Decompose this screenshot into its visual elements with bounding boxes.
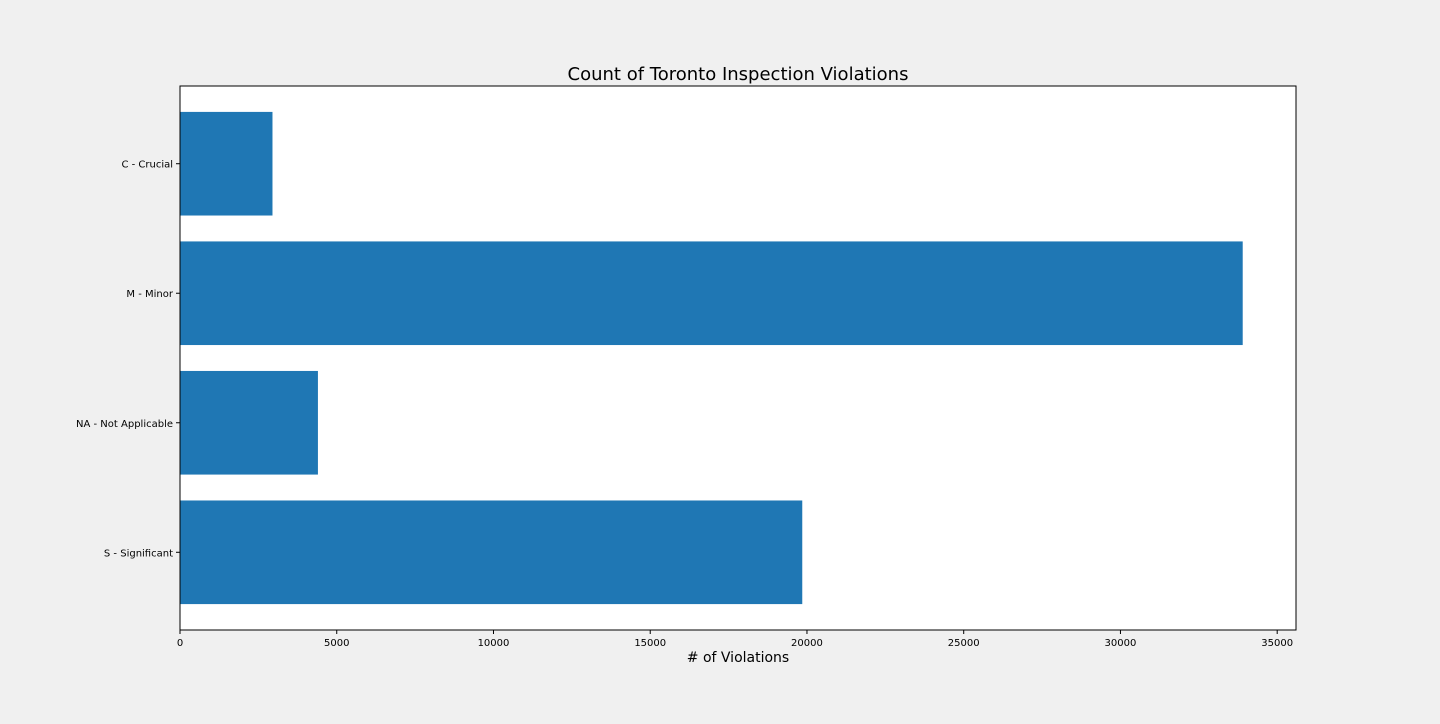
x-tick-label: 20000	[791, 638, 823, 649]
y-tick-label: M - Minor	[126, 289, 173, 300]
bars	[180, 111, 1243, 605]
x-axis-ticks: 0 5000 10000 15000 20000 25000 30000 35000	[177, 630, 1293, 649]
x-tick-label: 5000	[324, 638, 349, 649]
bar-1	[180, 241, 1243, 346]
chart-title: Count of Toronto Inspection Violations	[568, 64, 909, 85]
bar-3	[180, 500, 803, 605]
y-tick-label: C - Crucial	[121, 160, 173, 171]
x-tick-label: 25000	[948, 638, 980, 649]
x-axis-label: # of Violations	[687, 650, 789, 666]
bar-0	[180, 111, 273, 216]
bar-2	[180, 370, 318, 475]
plot-frame	[179, 85, 1297, 631]
x-tick-label: 35000	[1261, 638, 1293, 649]
y-tick-label: S - Significant	[104, 548, 173, 559]
x-tick-label: 30000	[1105, 638, 1137, 649]
x-tick-label: 10000	[478, 638, 510, 649]
y-axis-ticks: C - Crucial M - Minor NA - Not Applicable S…	[76, 160, 180, 559]
x-tick-label: 15000	[634, 638, 666, 649]
y-tick-label: NA - Not Applicable	[76, 419, 173, 430]
x-tick-label: 0	[177, 638, 183, 649]
